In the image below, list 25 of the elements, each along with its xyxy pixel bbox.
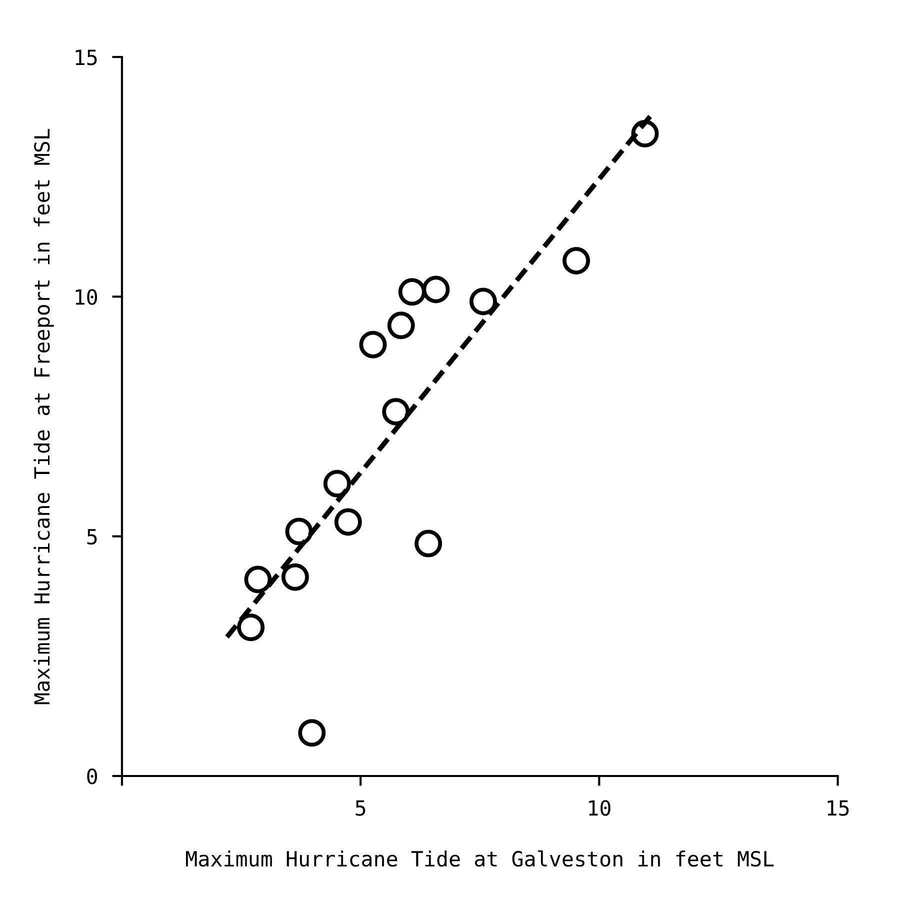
point [562, 246, 590, 274]
x-tick-label: 15 [828, 800, 849, 816]
point [359, 330, 387, 358]
point [298, 719, 326, 747]
y-axis-title: Maximum Hurricane Tide at Freeport in feet MSL [34, 128, 54, 704]
point [387, 312, 415, 340]
point [382, 398, 410, 426]
point [398, 278, 426, 306]
point [469, 288, 497, 316]
point [285, 518, 313, 546]
x-tick-label: 10 [589, 800, 610, 816]
point [237, 614, 265, 642]
point [281, 563, 309, 591]
y-tick-label: 10 [76, 289, 98, 305]
point [244, 566, 272, 594]
y-tick-label: 0 [87, 768, 98, 784]
x-axis-title: Maximum Hurricane Tide at Galveston in feet MSL [186, 850, 774, 867]
point [334, 508, 362, 536]
point [631, 120, 659, 148]
y-tick-label: 15 [76, 50, 97, 66]
point [414, 530, 442, 558]
y-tick-label: 5 [87, 529, 97, 545]
point [422, 276, 450, 304]
point [323, 470, 351, 498]
x-tick-label: 5 [356, 800, 366, 816]
